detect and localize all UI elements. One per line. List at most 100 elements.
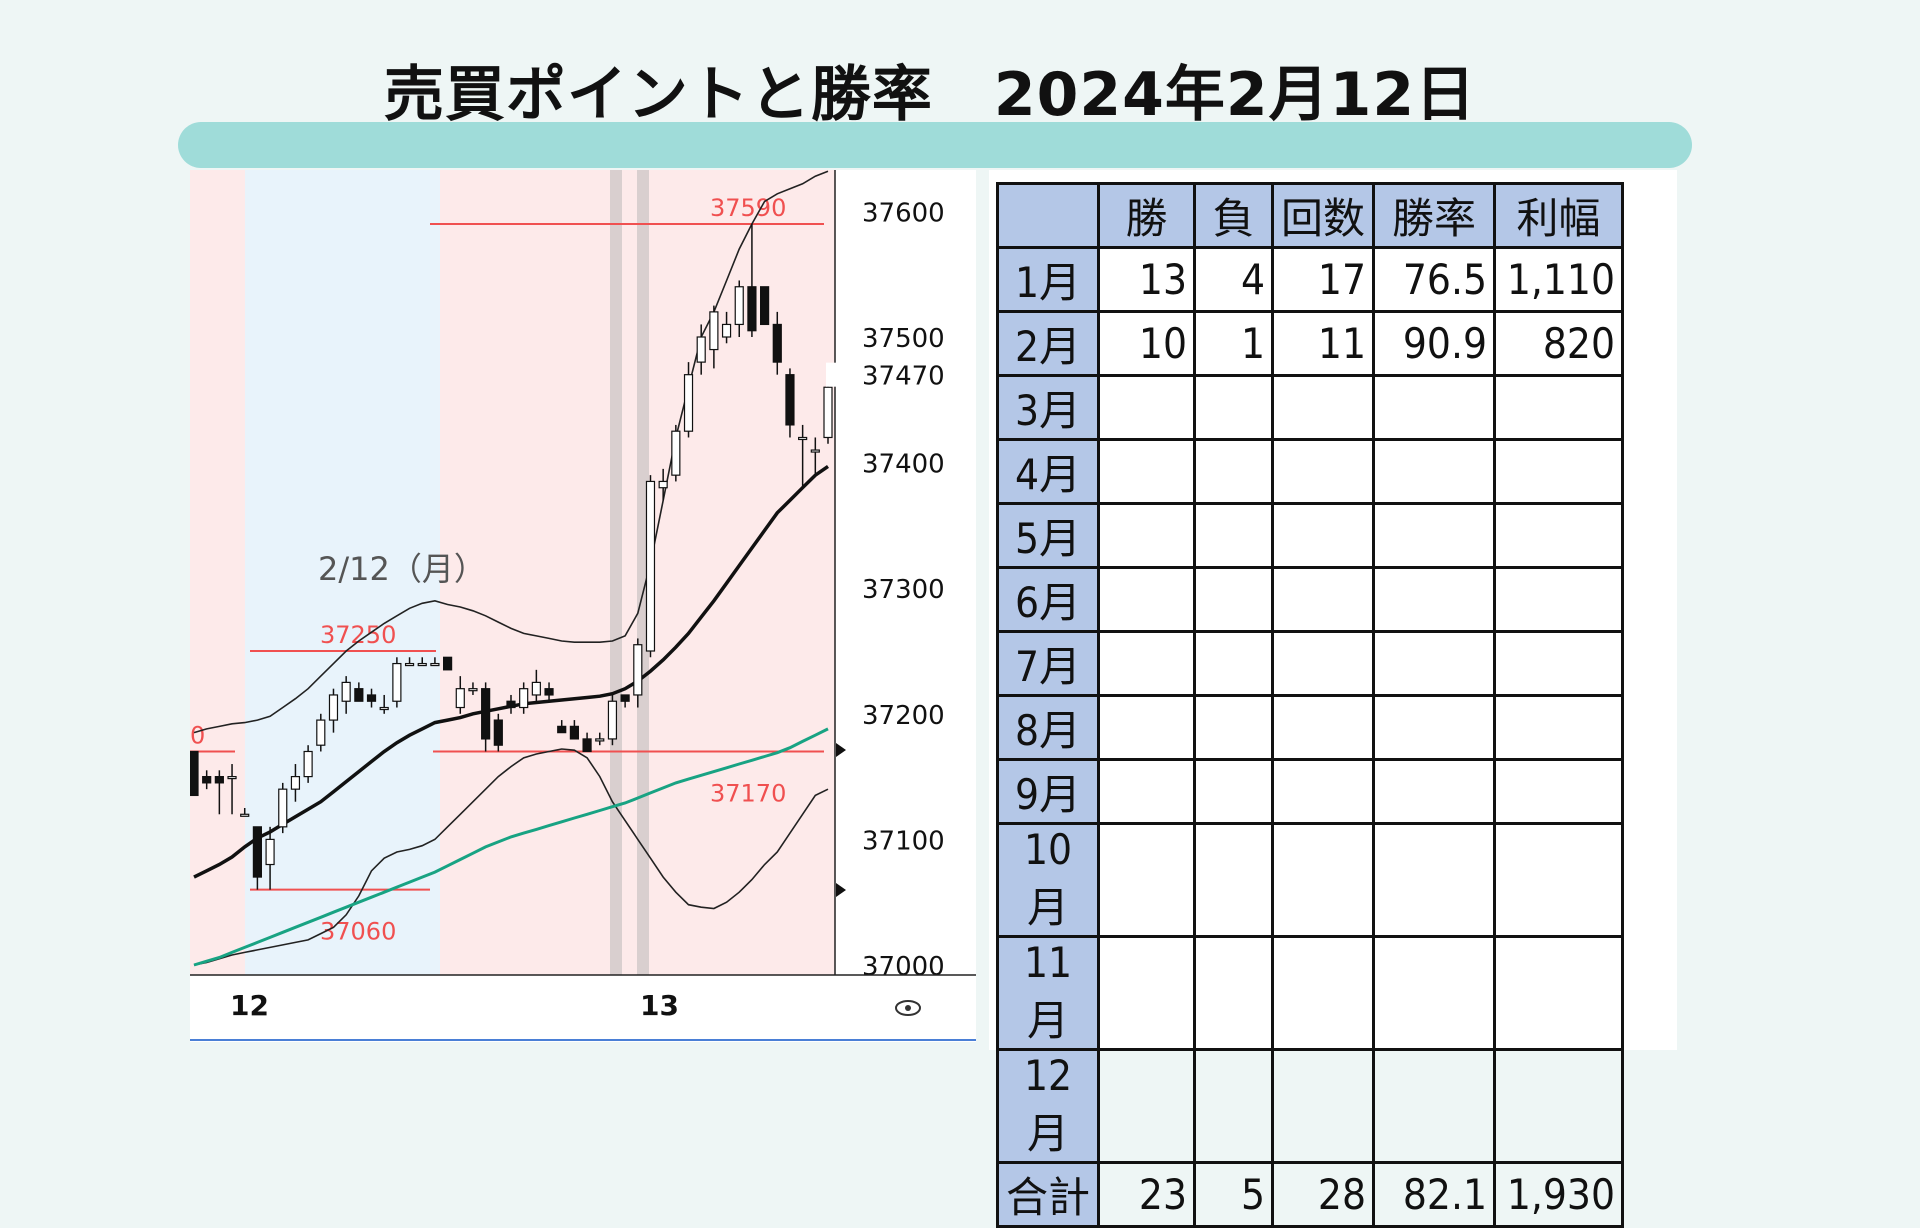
cell-win-rate: 90.9	[1372, 310, 1496, 377]
candle-body	[544, 688, 554, 696]
cell-month: 10月	[996, 822, 1100, 938]
cell-losses	[1193, 566, 1274, 633]
table-row: 2月 10 1 11 90.9 820	[996, 310, 1624, 377]
axis-marker	[836, 883, 846, 897]
candle-body	[303, 750, 313, 778]
cell-wins	[1097, 822, 1196, 938]
cell-losses	[1193, 758, 1274, 825]
table-row: 合計 23 5 28 82.1 1,930	[996, 1161, 1624, 1228]
cell-losses	[1193, 438, 1274, 505]
bollinger-upper-line	[193, 170, 829, 734]
settings-eye-icon	[895, 1000, 921, 1016]
table-row: 11月	[996, 935, 1624, 1051]
candle-body	[506, 700, 516, 709]
win-rate-table-panel: 勝 負 回数 勝率 利幅 1月 13 4 17 76.5 1,110 2月 10 1 11 90.9…	[989, 170, 1677, 1228]
cell-profit	[1493, 822, 1624, 938]
cell-profit	[1493, 630, 1624, 697]
candlestick-chart-panel: 37590 37250 37170 37060 0 37000 37100 37200 3730…	[190, 170, 976, 1042]
candle-body	[227, 775, 237, 780]
candle-body	[214, 775, 224, 784]
cell-month: 1月	[996, 246, 1100, 313]
cell-losses: 5	[1193, 1161, 1274, 1228]
candle-body	[190, 750, 199, 797]
cell-count	[1271, 758, 1375, 825]
cell-count	[1271, 935, 1375, 1051]
cell-win-rate	[1372, 694, 1496, 761]
cell-wins	[1097, 1048, 1196, 1164]
cell-wins	[1097, 566, 1196, 633]
table-row: 5月	[996, 502, 1624, 569]
cell-losses	[1193, 822, 1274, 938]
cell-win-rate	[1372, 502, 1496, 569]
header-losses: 負	[1193, 182, 1274, 249]
cell-wins	[1097, 502, 1196, 569]
cell-win-rate	[1372, 822, 1496, 938]
candle-body	[531, 681, 541, 696]
candle-body	[252, 826, 263, 878]
cell-month: 12月	[996, 1048, 1100, 1164]
cell-count	[1271, 438, 1375, 505]
candlestick-chart: 3759037250371703706003700037100372003730…	[190, 170, 976, 1042]
candle-body	[798, 436, 808, 441]
cell-month: 2月	[996, 310, 1100, 377]
candle-body	[696, 336, 706, 363]
candle-body	[658, 480, 668, 489]
candle-body	[709, 311, 719, 351]
session-bg-pink	[190, 170, 245, 975]
cell-profit	[1493, 758, 1624, 825]
candle-body	[341, 681, 351, 702]
table-row: 8月	[996, 694, 1624, 761]
cell-profit	[1493, 502, 1624, 569]
candle-body	[607, 700, 618, 740]
cell-wins	[1097, 694, 1196, 761]
cell-losses	[1193, 630, 1274, 697]
candle-body	[785, 374, 795, 426]
cell-count	[1271, 630, 1375, 697]
candle-body	[481, 688, 491, 740]
candle-body	[620, 694, 630, 702]
candle-body	[683, 374, 694, 432]
table-header-row: 勝 負 回数 勝率 利幅	[996, 182, 1624, 249]
cell-losses	[1193, 374, 1274, 441]
cell-win-rate	[1372, 438, 1496, 505]
header-profit: 利幅	[1493, 182, 1624, 249]
cell-month: 11月	[996, 935, 1100, 1051]
candle-body	[582, 738, 592, 753]
cell-losses	[1193, 502, 1274, 569]
cell-win-rate	[1372, 374, 1496, 441]
long-moving-average-line	[193, 727, 829, 967]
table-row: 10月	[996, 822, 1624, 938]
day-separator	[610, 170, 622, 975]
candle-body	[759, 286, 770, 326]
cell-wins	[1097, 374, 1196, 441]
candle-body	[404, 662, 415, 667]
candle-body	[557, 725, 567, 734]
cell-losses: 4	[1193, 246, 1274, 313]
cell-wins: 23	[1097, 1161, 1196, 1228]
candle-body	[202, 775, 212, 784]
cell-win-rate	[1372, 630, 1496, 697]
candle-body	[240, 813, 250, 817]
candle-body	[443, 656, 453, 671]
y-tick-label: 37500	[862, 324, 945, 354]
table-row: 4月	[996, 438, 1624, 505]
candle-body	[569, 725, 579, 740]
level-label: 37590	[710, 194, 786, 222]
cell-win-rate: 82.1	[1372, 1161, 1496, 1228]
cell-month: 5月	[996, 502, 1100, 569]
candle-body	[810, 449, 820, 453]
table-row: 12月	[996, 1048, 1624, 1164]
session-bg-blue	[245, 170, 440, 975]
cell-wins: 13	[1097, 246, 1196, 313]
cell-wins	[1097, 935, 1196, 1051]
candle-body	[721, 323, 732, 338]
candle-body	[455, 688, 465, 709]
page-title: 売買ポイントと勝率 2024年2月12日	[383, 60, 1477, 130]
candle-body	[328, 694, 339, 721]
candle-body	[278, 788, 288, 828]
candle-body	[747, 286, 757, 332]
cell-profit	[1493, 694, 1624, 761]
candle-body	[290, 775, 301, 790]
cell-count	[1271, 1048, 1375, 1164]
cell-win-rate	[1372, 758, 1496, 825]
